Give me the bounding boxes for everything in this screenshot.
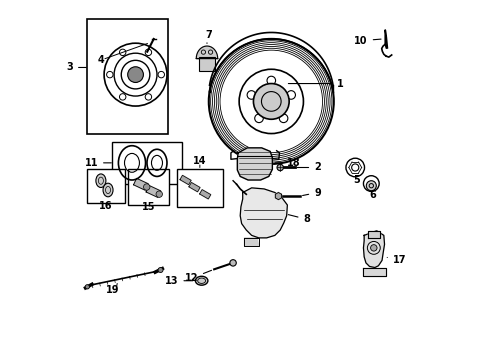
Circle shape: [229, 260, 236, 266]
Text: 16: 16: [99, 201, 113, 211]
Ellipse shape: [96, 174, 106, 188]
Circle shape: [370, 245, 376, 251]
Circle shape: [143, 184, 150, 190]
Text: 15: 15: [142, 202, 155, 212]
Polygon shape: [188, 183, 200, 192]
Polygon shape: [180, 175, 191, 185]
Text: 2: 2: [297, 162, 320, 172]
Text: 13: 13: [164, 276, 192, 286]
Circle shape: [366, 181, 376, 191]
Polygon shape: [237, 148, 272, 180]
Polygon shape: [363, 267, 385, 276]
Bar: [128, 169, 169, 205]
Bar: [112, 143, 182, 184]
Polygon shape: [240, 188, 287, 238]
Text: 7: 7: [205, 30, 212, 40]
Ellipse shape: [195, 276, 207, 285]
Circle shape: [253, 84, 288, 119]
Text: 10: 10: [353, 36, 380, 46]
Polygon shape: [244, 238, 258, 246]
Text: 18: 18: [275, 158, 301, 168]
Polygon shape: [146, 185, 161, 197]
Polygon shape: [275, 193, 281, 200]
Circle shape: [158, 267, 163, 273]
Circle shape: [127, 67, 143, 82]
Circle shape: [156, 191, 162, 197]
Text: 12: 12: [184, 270, 211, 283]
Ellipse shape: [103, 183, 113, 197]
Circle shape: [85, 285, 89, 289]
Circle shape: [276, 164, 283, 171]
Text: 14: 14: [193, 156, 206, 166]
Text: 8: 8: [288, 214, 310, 224]
Bar: [199, 58, 214, 71]
Text: 3: 3: [66, 63, 86, 72]
Text: 9: 9: [302, 188, 320, 198]
Bar: [87, 169, 124, 203]
Polygon shape: [367, 231, 379, 238]
Polygon shape: [133, 178, 148, 190]
Polygon shape: [196, 46, 217, 59]
Text: 19: 19: [105, 285, 119, 295]
Polygon shape: [199, 190, 210, 199]
Text: 17: 17: [386, 255, 406, 265]
Text: 11: 11: [84, 158, 111, 168]
Bar: [87, 19, 167, 134]
Bar: [176, 169, 223, 207]
Polygon shape: [363, 231, 384, 267]
Text: 6: 6: [369, 190, 376, 200]
Text: 5: 5: [353, 175, 360, 185]
Text: 4: 4: [98, 55, 104, 65]
Text: 1: 1: [288, 78, 344, 89]
